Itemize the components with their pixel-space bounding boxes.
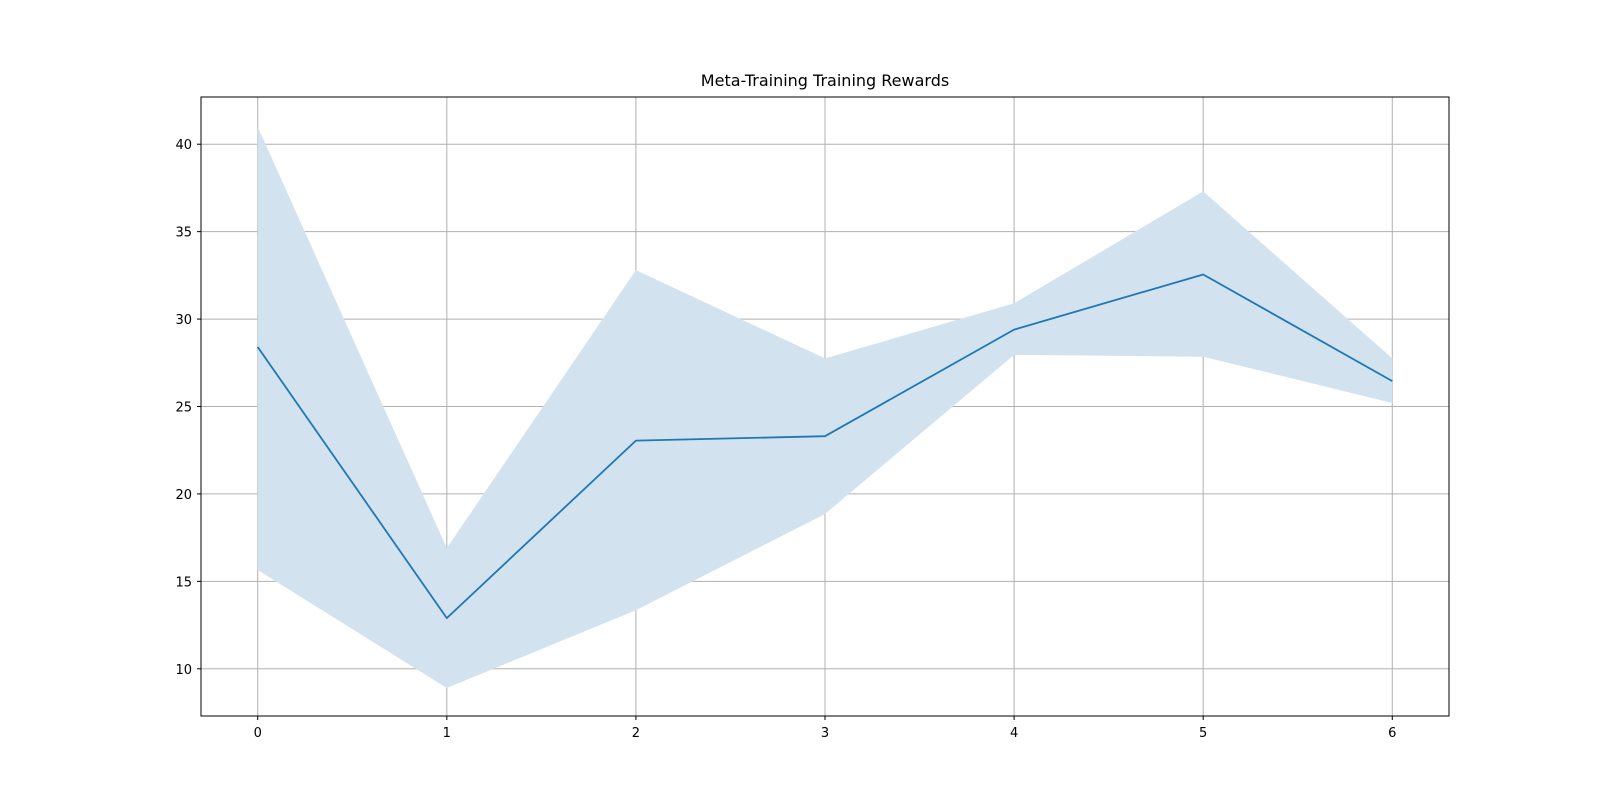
- x-tick-label: 2: [632, 726, 640, 741]
- x-tick-label: 5: [1199, 726, 1207, 741]
- x-tick-label: 1: [443, 726, 451, 741]
- y-tick-label: 40: [175, 138, 192, 153]
- series-line: [256, 273, 1393, 619]
- x-tick-label: 0: [254, 726, 262, 741]
- y-tick-label: 35: [175, 226, 192, 241]
- tick-layer: 0 1 2 3 4 5 6 10 15 20 25 30 35 40: [175, 138, 1396, 741]
- chart-title: Meta-Training Training Rewards: [701, 71, 949, 90]
- line-layer: [256, 273, 1393, 619]
- band-layer: [257, 126, 1393, 688]
- y-tick-label: 20: [175, 488, 192, 503]
- confidence-band: [257, 126, 1393, 688]
- x-tick-label: 3: [821, 726, 829, 741]
- x-tick-label: 6: [1388, 726, 1396, 741]
- x-tick-label: 4: [1010, 726, 1018, 741]
- y-tick-label: 25: [175, 401, 192, 416]
- y-tick-label: 10: [175, 663, 192, 678]
- y-tick-label: 15: [175, 575, 192, 590]
- y-tick-label: 30: [175, 313, 192, 328]
